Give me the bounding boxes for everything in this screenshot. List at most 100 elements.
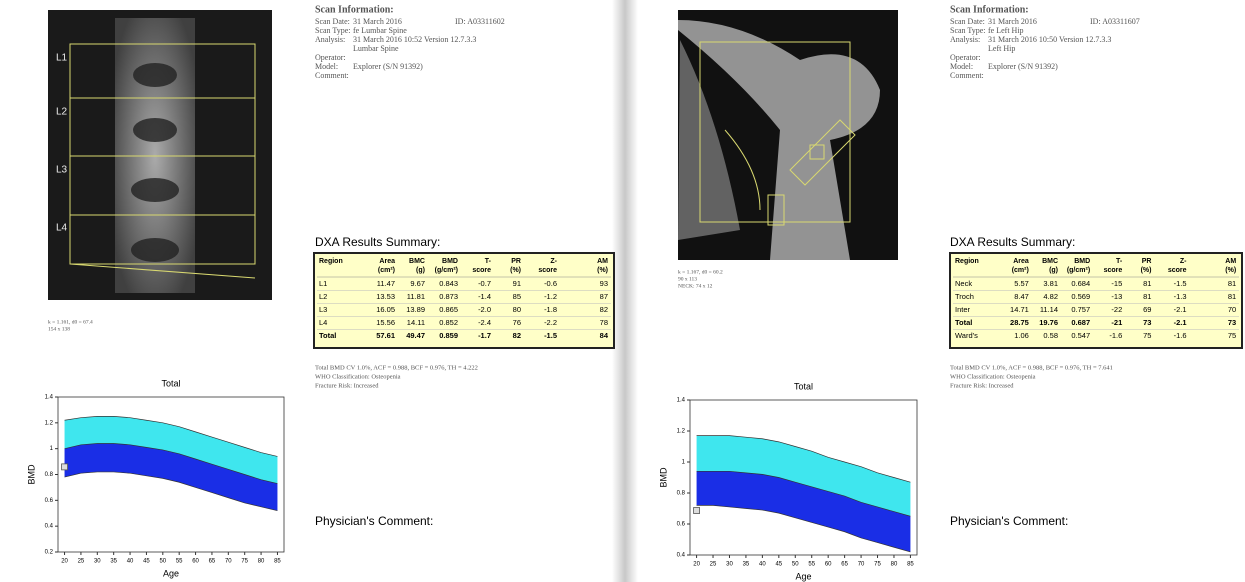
table-header: (cm²): [378, 267, 395, 274]
table-header: PR: [511, 258, 521, 265]
table-header: Area: [379, 258, 395, 265]
table-cell: -15: [1111, 279, 1122, 288]
scan-info-label: Scan Date:: [950, 17, 985, 26]
table-cell: 84: [600, 331, 609, 340]
y-tick-label: 1.2: [677, 429, 686, 435]
table-cell: -2.2: [544, 318, 557, 327]
x-tick-label: 50: [159, 559, 166, 565]
scan-info-label: Scan Type:: [315, 26, 351, 35]
scan-info-value: fe Lumbar Spine: [353, 26, 407, 35]
report-footer: Fracture Risk: Increased: [315, 382, 379, 389]
table-header: BMC: [409, 258, 425, 265]
table-cell: 69: [1143, 305, 1151, 314]
table-header: (g/cm²): [1067, 267, 1090, 274]
table-header: (g): [1049, 267, 1058, 274]
scan-info-label: Model:: [950, 62, 973, 71]
x-tick-label: 75: [241, 559, 248, 565]
y-tick-label: 0.6: [677, 522, 686, 528]
table-header: Z-: [550, 258, 557, 265]
table-cell: 87: [600, 292, 608, 301]
x-tick-label: 20: [61, 559, 68, 565]
scan-id: ID: A03311602: [455, 17, 505, 26]
table-cell: 8.47: [1014, 292, 1029, 301]
scan-info-label: Operator:: [950, 53, 981, 62]
scan-info-value: fe Left Hip: [988, 26, 1024, 35]
table-cell: 78: [600, 318, 608, 327]
table-cell: 14.11: [407, 318, 425, 327]
table-cell: 0.852: [439, 318, 458, 327]
table-header: (%): [1141, 267, 1152, 274]
report-footer: Fracture Risk: Increased: [950, 382, 1014, 389]
x-tick-label: 70: [858, 562, 865, 568]
table-cell: 9.67: [410, 279, 425, 288]
scan-id: ID: A03311607: [1090, 17, 1140, 26]
scan-info-label: Analysis:: [950, 35, 980, 44]
x-tick-label: 35: [110, 559, 117, 565]
report-spread: L1L2L3L4k = 1.161, d0 = 67.4154 x 138Sca…: [0, 0, 1245, 582]
scan-info-title: Scan Information:: [315, 4, 394, 15]
scan-info-value: 31 March 2016 10:50 Version 12.7.3.3: [988, 35, 1111, 44]
x-tick-label: 55: [176, 559, 183, 565]
y-tick-label: 0.6: [45, 498, 54, 504]
table-cell: 19.76: [1039, 318, 1058, 327]
patient-marker: [694, 508, 700, 514]
scan-info-value: Explorer (S/N 91392): [988, 62, 1058, 71]
table-cell: 49.47: [406, 331, 425, 340]
table-cell: 82: [513, 331, 521, 340]
x-tick-label: 20: [693, 562, 700, 568]
patient-marker: [62, 464, 68, 470]
table-cell: 13.53: [376, 292, 395, 301]
vertebra-label: L2: [56, 107, 68, 118]
table-cell: 0.757: [1071, 305, 1090, 314]
table-header: AM: [1225, 258, 1236, 265]
hip-scan: [678, 10, 898, 260]
x-tick-label: 25: [710, 562, 717, 568]
table-header: T-: [485, 258, 492, 265]
scan-info-label: Comment:: [315, 71, 349, 80]
x-tick-label: 85: [274, 559, 281, 565]
table-cell: -13: [1111, 292, 1122, 301]
y-axis-label: BMD: [658, 467, 668, 488]
table-cell: -2.0: [478, 305, 491, 314]
x-tick-label: 30: [94, 559, 101, 565]
image-caption: k = 1.161, d0 = 67.4: [48, 319, 93, 325]
scan-info-value: 31 March 2016: [353, 17, 402, 26]
table-cell: 0.547: [1071, 331, 1090, 340]
table-cell: Total: [955, 318, 972, 327]
image-caption: 154 x 138: [48, 326, 70, 332]
table-cell: 75: [1228, 331, 1236, 340]
x-tick-label: 45: [143, 559, 150, 565]
table-header: (%): [510, 267, 521, 274]
y-tick-label: 1.2: [45, 420, 54, 426]
table-cell: 91: [513, 279, 521, 288]
table-cell: 16.05: [376, 305, 395, 314]
table-cell: 75: [1143, 331, 1151, 340]
table-cell: 81: [1228, 292, 1236, 301]
scan-info-label: Analysis:: [315, 35, 345, 44]
table-cell: L4: [319, 318, 327, 327]
table-cell: 1.06: [1014, 331, 1029, 340]
table-header: (cm²): [1012, 267, 1029, 274]
y-tick-label: 0.2: [45, 550, 54, 556]
chart-title: Total: [161, 378, 180, 388]
table-cell: -1.4: [478, 292, 491, 301]
scan-info-value: Left Hip: [988, 44, 1015, 53]
x-tick-label: 30: [726, 562, 733, 568]
results-title: DXA Results Summary:: [315, 235, 440, 249]
scan-info-label: Scan Type:: [950, 26, 986, 35]
report-footer: Total BMD CV 1.0%, ACF = 0.988, BCF = 0.…: [315, 364, 478, 371]
table-cell: L1: [319, 279, 327, 288]
table-cell: 70: [1228, 305, 1236, 314]
table-cell: -1.5: [544, 331, 557, 340]
table-cell: 4.82: [1043, 292, 1058, 301]
table-cell: Neck: [955, 279, 972, 288]
table-header: score: [472, 267, 491, 274]
table-header: AM: [597, 258, 608, 265]
y-tick-label: 1.4: [677, 398, 686, 404]
image-caption: 90 x 113: [678, 276, 697, 282]
x-tick-label: 70: [225, 559, 232, 565]
page-fold: [612, 0, 638, 582]
x-tick-label: 25: [78, 559, 85, 565]
table-cell: 57.61: [376, 331, 395, 340]
y-tick-label: 0.8: [677, 491, 686, 497]
